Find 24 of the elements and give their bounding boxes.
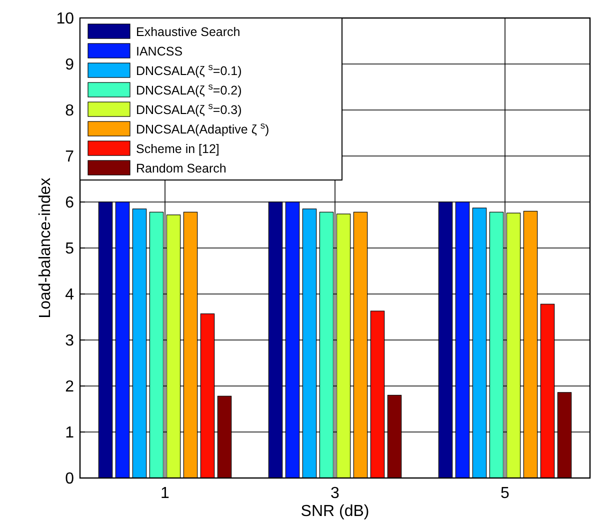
y-tick-label: 3	[65, 332, 74, 350]
legend-label: Scheme in [12]	[136, 142, 220, 156]
legend-label: DNCSALA(ζ $^{s}$=0.1)	[136, 62, 242, 78]
y-tick-label: 0	[65, 470, 74, 488]
y-tick-label: 1	[65, 424, 74, 442]
legend-label: DNCSALA(Adaptive ζ $^{s}$)	[136, 120, 270, 137]
x-tick-label: 3	[330, 485, 340, 502]
y-tick-label: 7	[65, 148, 74, 166]
legend-label: IANCSS	[136, 44, 183, 59]
legend-label: DNCSALA(ζ $^{s}$=0.3)	[136, 101, 242, 118]
y-tick-label: 2	[65, 378, 74, 396]
y-tick-label: 10	[56, 10, 74, 28]
y-tick-label: 5	[65, 240, 74, 258]
x-tick-label: 5	[500, 485, 510, 502]
y-tick-label: 6	[65, 194, 74, 212]
x-axis-title: SNR (dB)	[300, 503, 370, 520]
y-tick-label: 9	[65, 56, 74, 74]
legend-label: Exhaustive Search	[136, 25, 240, 40]
y-axis-title: Load-balance-index	[37, 178, 54, 318]
x-tick-label: 1	[160, 485, 170, 502]
y-tick-label: 4	[65, 286, 74, 304]
legend-label: Random Search	[136, 162, 226, 176]
y-tick-label: 8	[65, 102, 74, 120]
legend-label: DNCSALA(ζ $^{s}$=0.2)	[136, 82, 242, 98]
